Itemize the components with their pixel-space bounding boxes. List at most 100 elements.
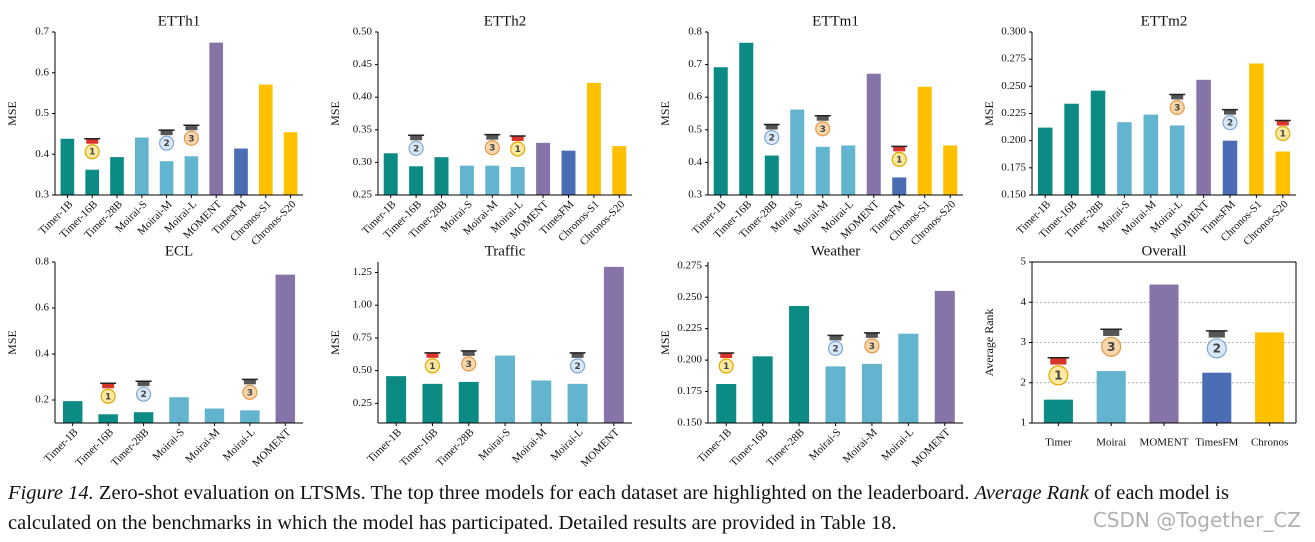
x-tick-label: Moirai-S xyxy=(476,426,513,463)
bar xyxy=(1149,284,1179,423)
medal-rank: 2 xyxy=(574,362,580,372)
bar xyxy=(458,381,479,423)
watermark: CSDN @Together_CZ xyxy=(1092,508,1301,532)
bar xyxy=(383,153,398,195)
chart-grid: ETTh1MSE0.30.40.50.60.7Timer-1BTimer-16B… xyxy=(5,13,1297,469)
medal-ribbon xyxy=(462,350,475,356)
y-tick-label: 0.150 xyxy=(677,417,702,429)
medal-ribbon xyxy=(86,138,99,144)
y-tick-label: 0.45 xyxy=(353,58,373,70)
bar xyxy=(133,412,154,423)
y-tick-label: 0.6 xyxy=(35,66,49,78)
bar xyxy=(764,155,779,195)
y-tick-label: 0.50 xyxy=(353,26,373,38)
y-tick-label: 0.2 xyxy=(35,394,49,406)
medal xyxy=(183,130,199,146)
bar xyxy=(98,414,118,423)
subplot-title: ETTh2 xyxy=(484,13,527,29)
bar xyxy=(1255,332,1285,423)
medal-rank: 2 xyxy=(769,134,775,144)
bar xyxy=(409,166,424,195)
y-tick-label: 0.250 xyxy=(1001,80,1026,92)
bar xyxy=(567,383,588,423)
medal-ribbon xyxy=(185,125,198,131)
medal xyxy=(159,135,175,151)
bar xyxy=(1196,79,1211,195)
bar xyxy=(1143,114,1159,195)
medal-rank: 1 xyxy=(896,155,902,165)
bar xyxy=(459,165,474,195)
medal-ribbon xyxy=(765,124,778,130)
bar xyxy=(159,161,174,195)
subplot-title: Overall xyxy=(1142,243,1187,259)
bar xyxy=(790,109,805,195)
y-axis-label: MSE xyxy=(5,330,19,355)
medal xyxy=(135,386,152,402)
subplot-title: ETTh1 xyxy=(158,13,201,29)
medal xyxy=(510,141,526,157)
y-axis-label: MSE xyxy=(658,101,672,126)
medal-ribbon xyxy=(1171,94,1184,100)
x-tick-label: Timer-16B xyxy=(398,426,441,469)
x-tick-label: Moirai xyxy=(1096,437,1126,449)
bar xyxy=(422,383,443,423)
medal xyxy=(827,340,844,356)
medal-rank: 3 xyxy=(247,388,253,398)
x-tick-label: MOMENT xyxy=(910,426,953,469)
subplot-title: ETTm1 xyxy=(812,13,859,29)
bar xyxy=(861,363,882,423)
y-tick-label: 0.4 xyxy=(35,348,49,360)
y-axis-label: MSE xyxy=(982,101,996,126)
subplot: TrafficMSE0.250.500.751.001.25Timer-1BTi… xyxy=(328,243,632,469)
medal xyxy=(1169,99,1185,116)
bar xyxy=(184,156,199,195)
subplot-title: Traffic xyxy=(485,243,526,259)
y-tick-label: 2 xyxy=(1021,376,1027,388)
bar xyxy=(258,84,273,195)
bar xyxy=(789,306,810,423)
bar xyxy=(841,145,856,195)
bar xyxy=(1222,140,1238,195)
y-tick-label: 0.8 xyxy=(35,256,49,268)
y-tick-label: 0.250 xyxy=(677,291,702,303)
medal-rank: 1 xyxy=(723,362,729,372)
medal-rank: 3 xyxy=(489,144,495,154)
medal-rank: 3 xyxy=(188,134,194,144)
bar xyxy=(62,401,83,423)
bar xyxy=(1037,127,1053,195)
medal-ribbon xyxy=(1050,357,1067,365)
medal-ribbon xyxy=(243,379,256,385)
medal xyxy=(864,338,880,354)
x-tick-label: Moirai-M xyxy=(841,426,880,465)
caption-emphasis: Average Rank xyxy=(974,482,1089,504)
bar xyxy=(612,146,627,195)
y-tick-label: 0.3 xyxy=(35,189,49,201)
bar xyxy=(943,145,958,195)
bar xyxy=(1064,103,1079,195)
bar xyxy=(234,148,248,195)
bar xyxy=(495,355,515,423)
medal xyxy=(569,358,586,374)
subplot: ECLMSE0.20.40.60.8Timer-1BTimer-16B1Time… xyxy=(5,243,303,469)
medal xyxy=(424,358,441,374)
bar xyxy=(434,157,449,195)
medal-rank: 1 xyxy=(1280,130,1286,140)
bar xyxy=(752,356,773,423)
medal-ribbon xyxy=(426,352,439,358)
bar xyxy=(716,384,737,423)
y-tick-label: 0.150 xyxy=(1001,189,1026,201)
x-tick-label: Timer-16B xyxy=(728,426,771,469)
medal-ribbon xyxy=(160,130,173,136)
x-tick-label: Moirai-S xyxy=(150,426,187,463)
y-tick-label: 0.275 xyxy=(1001,53,1026,65)
bar xyxy=(739,42,754,196)
y-tick-label: 0.30 xyxy=(353,156,373,168)
y-tick-label: 5 xyxy=(1021,256,1027,268)
y-tick-label: 4 xyxy=(1021,296,1027,308)
medal xyxy=(84,144,100,160)
caption-label: Figure 14. xyxy=(8,482,94,504)
bar xyxy=(209,42,224,195)
y-tick-label: 0.35 xyxy=(353,123,373,135)
medal-rank: 2 xyxy=(832,344,838,354)
